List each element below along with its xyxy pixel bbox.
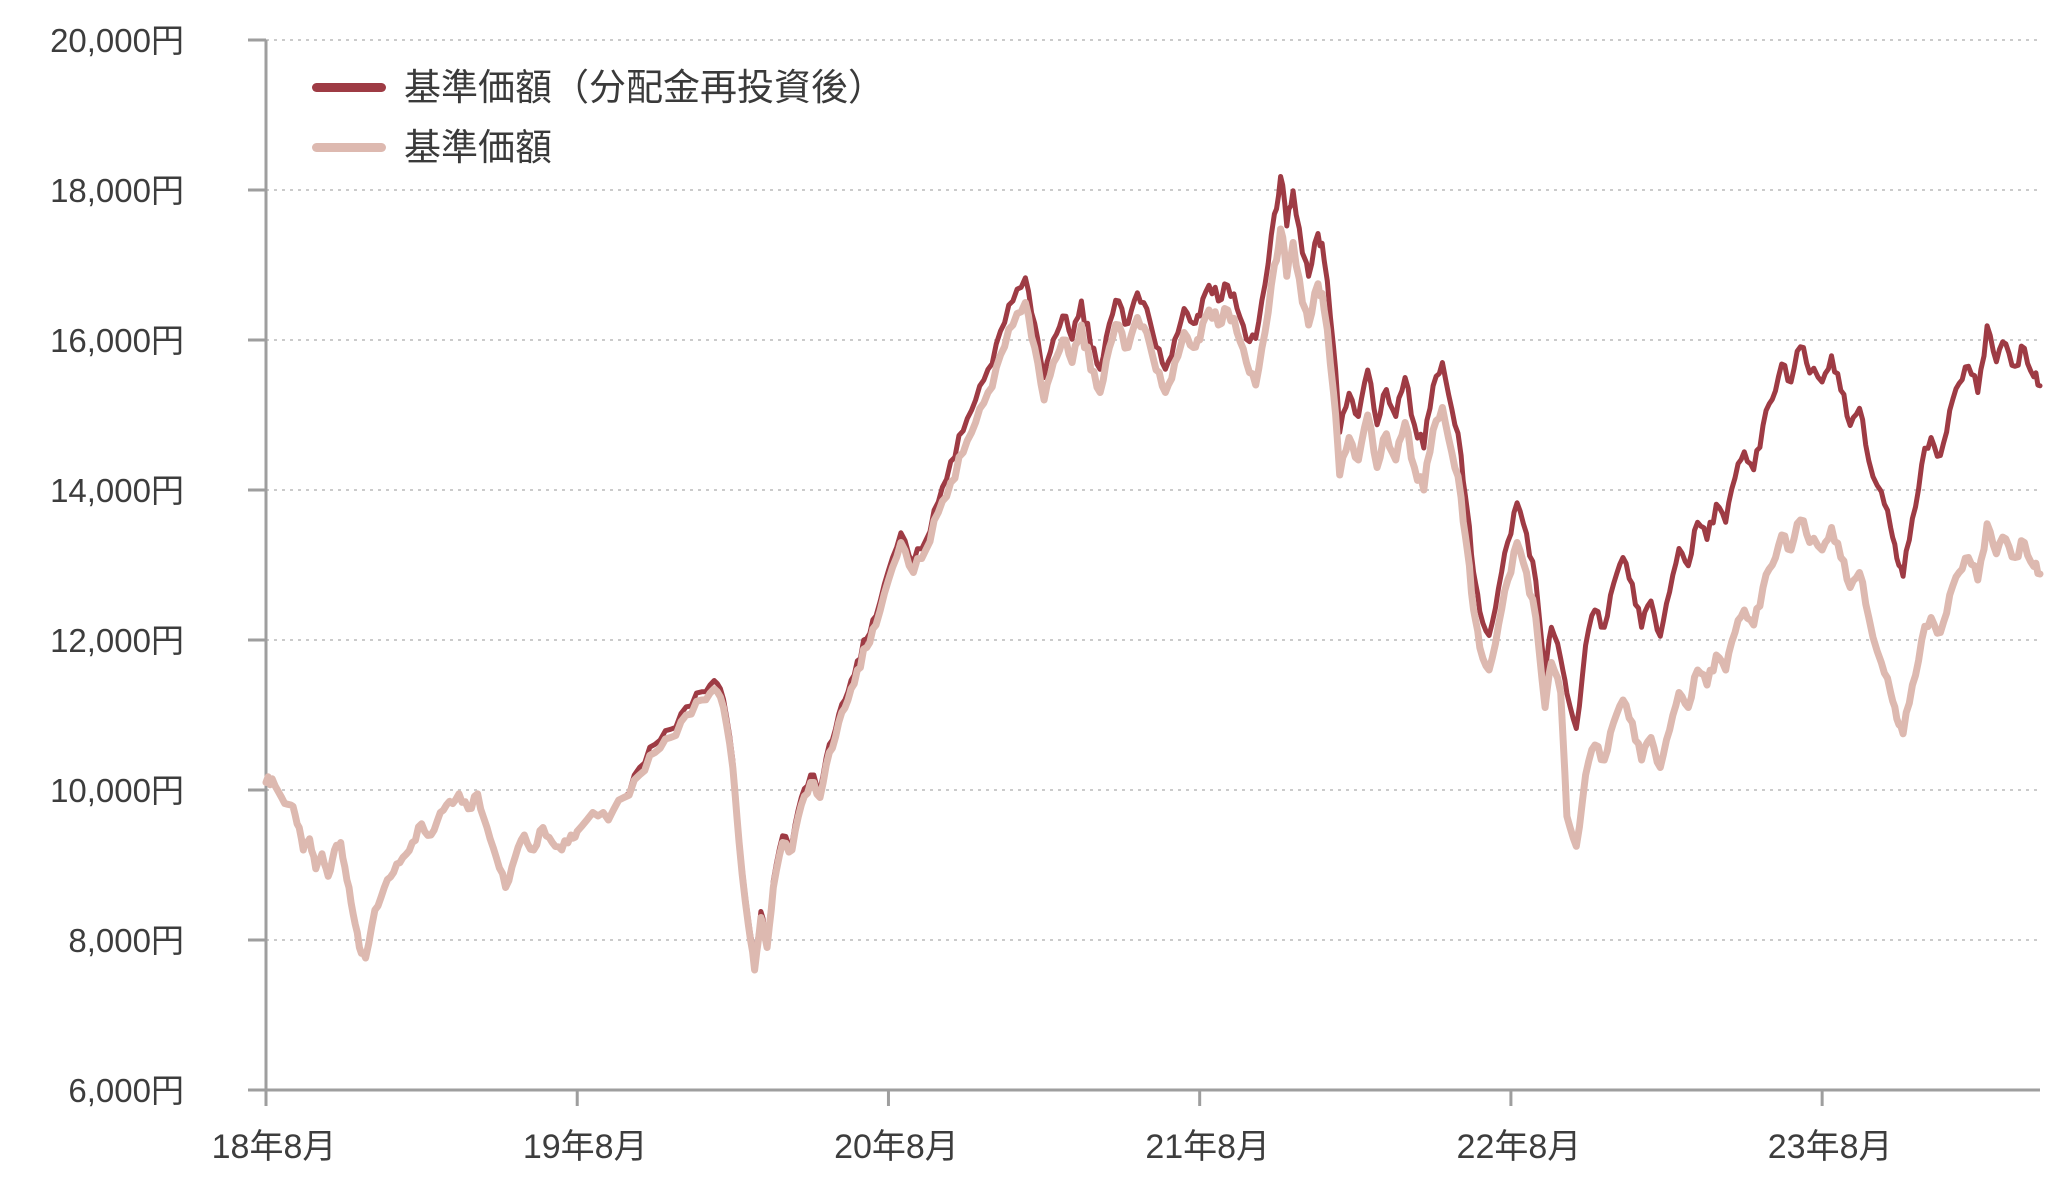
legend-label-reinvested: 基準価額（分配金再投資後） (404, 66, 885, 108)
x-axis-label: 18年8月 (212, 1128, 337, 1166)
y-axis-label: 12,000円 (50, 622, 184, 659)
chart-legend: 基準価額（分配金再投資後） 基準価額 (312, 64, 885, 170)
x-axis-label: 23年8月 (1768, 1128, 1893, 1166)
y-axis-label: 14,000円 (50, 472, 184, 509)
y-axis-label: 16,000円 (50, 322, 184, 359)
y-axis-label: 10,000円 (50, 772, 184, 809)
y-axis-label: 18,000円 (50, 172, 184, 209)
y-axis-label: 6,000円 (68, 1072, 184, 1109)
legend-item-nav: 基準価額 (312, 124, 885, 170)
x-axis-label: 19年8月 (523, 1128, 648, 1166)
legend-label-nav: 基準価額 (404, 126, 552, 168)
legend-swatch-reinvested-icon (312, 82, 386, 92)
x-axis-label: 22年8月 (1457, 1128, 1582, 1166)
series-line-nav (262, 225, 2044, 974)
y-axis-label: 20,000円 (50, 22, 184, 59)
y-axis-label: 8,000円 (68, 922, 184, 959)
x-axis-label: 20年8月 (834, 1128, 959, 1166)
legend-item-reinvested: 基準価額（分配金再投資後） (312, 64, 885, 110)
legend-swatch-nav-icon (312, 142, 386, 152)
x-axis-label: 21年8月 (1145, 1128, 1270, 1166)
